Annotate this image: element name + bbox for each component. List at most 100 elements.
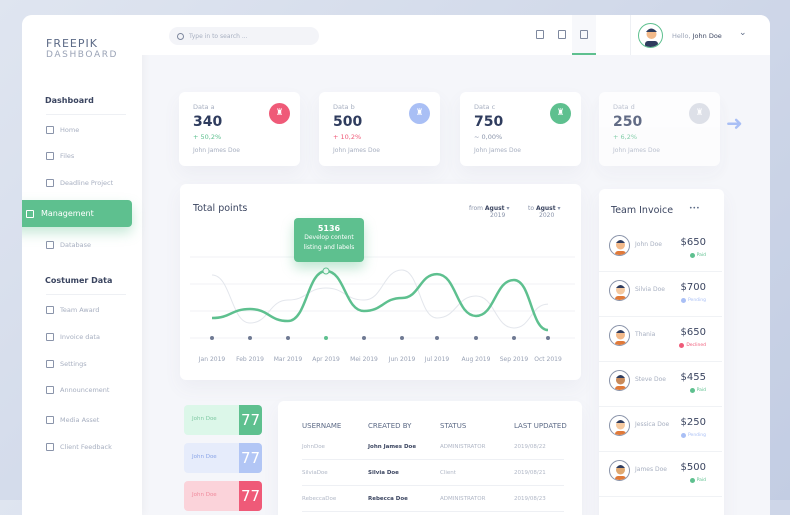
sidebar-item-files[interactable]: Files — [46, 152, 74, 160]
chevron-down-icon[interactable]: ⌄ — [739, 28, 747, 38]
sidebar-item-team-award[interactable]: Team Award — [46, 306, 99, 314]
section-customer-data: Costumer Data — [45, 276, 113, 285]
x-axis-dot[interactable] — [362, 336, 366, 340]
invoice-row[interactable]: Jessica Doe $250 Pending — [599, 407, 722, 452]
status-dot-icon — [681, 433, 686, 438]
invoice-name: Silvia Doe — [635, 286, 665, 293]
arrow-right-icon[interactable]: ➜ — [726, 111, 743, 135]
search-input[interactable]: Type in to search ... — [169, 27, 319, 45]
invoice-amount: $650 — [680, 327, 706, 338]
sidebar-item-home[interactable]: Home — [46, 126, 79, 134]
stat-owner: John James Doe — [474, 147, 521, 154]
sidebar-item-announcement[interactable]: Announcement — [46, 386, 109, 394]
invoice-row[interactable]: John Doe $650 Paid — [599, 227, 722, 272]
x-tick-label: Oct 2019 — [534, 356, 562, 363]
series-line-primary — [211, 269, 549, 332]
sidebar-item-management[interactable]: Management — [22, 200, 132, 227]
invoice-row[interactable]: Silvia Doe $700 Pending — [599, 272, 722, 317]
sidebar-item-media-asset[interactable]: Media Asset — [46, 416, 99, 424]
sliders-icon — [46, 360, 54, 368]
x-tick-label: Apr 2019 — [312, 356, 340, 363]
highlight-point[interactable] — [322, 267, 330, 275]
table-cell: Silvia Doe — [368, 470, 399, 476]
sidebar-item-label: Invoice data — [60, 333, 100, 341]
column-header[interactable]: USERNAME — [302, 422, 342, 430]
invoice-status: Paid — [689, 253, 706, 258]
column-header[interactable]: LAST UPDATED — [514, 422, 567, 430]
sidebar-item-deadline-project[interactable]: Deadline Project — [46, 179, 113, 187]
trophy-icon: ♜ — [269, 103, 290, 124]
chat-icon — [46, 443, 54, 451]
sidebar-item-label: Files — [60, 152, 75, 160]
invoice-row[interactable]: Thania $650 Declined — [599, 317, 722, 362]
x-axis-dot[interactable] — [512, 336, 516, 340]
table-cell: 2019/08/22 — [514, 444, 546, 450]
status-dot-icon — [679, 343, 685, 348]
calendar-icon — [46, 179, 54, 187]
x-axis-dot[interactable] — [435, 336, 439, 340]
database-icon — [46, 241, 54, 249]
x-axis-dot[interactable] — [324, 336, 328, 340]
sidebar-item-label: Media Asset — [60, 416, 100, 424]
invoice-title: Team Invoice — [611, 205, 674, 216]
score-name: John Doe — [192, 492, 217, 498]
sidebar-item-settings[interactable]: Settings — [46, 360, 87, 368]
x-axis-dot[interactable] — [546, 336, 550, 340]
sidebar-item-label: Team Award — [60, 306, 100, 314]
invoice-name: Thania — [635, 331, 656, 338]
avatar — [609, 370, 630, 391]
bank-tab-icon[interactable] — [580, 30, 588, 39]
files-icon — [46, 152, 54, 160]
stat-label: Data a — [193, 103, 215, 111]
stat-card[interactable]: Data c 750 ~ 0,00% John James Doe ♜ — [460, 92, 581, 166]
score-value: 77 — [239, 481, 262, 511]
score-value: 77 — [239, 443, 262, 473]
table-cell: ADMINISTRATOR — [440, 496, 486, 502]
invoice-amount: $455 — [680, 372, 706, 383]
divider — [46, 114, 126, 115]
stat-value: 250 — [613, 114, 643, 130]
sidebar-item-database[interactable]: Database — [46, 241, 91, 249]
series-line-secondary — [211, 269, 549, 329]
x-axis-dot[interactable] — [286, 336, 290, 340]
x-axis-dot[interactable] — [400, 336, 404, 340]
from-range[interactable]: from Agust ▾ 2019 — [469, 205, 510, 219]
sidebar-item-client-feedback[interactable]: Client Feedback — [46, 443, 112, 451]
score-card[interactable]: John Doe 77 — [184, 481, 262, 511]
to-range[interactable]: to Agust ▾ 2020 — [528, 205, 561, 219]
more-icon[interactable]: ••• — [689, 205, 700, 212]
media-icon — [46, 416, 54, 424]
stat-card[interactable]: Data a 340 + 50,2% John James Doe ♜ — [179, 92, 300, 166]
search-placeholder: Type in to search ... — [189, 32, 248, 40]
sidebar-item-label: Announcement — [60, 386, 110, 394]
table-cell: 2019/08/23 — [514, 496, 546, 502]
invoice-row[interactable]: Steve Doe $455 Paid — [599, 362, 722, 407]
files-tab-icon[interactable] — [536, 30, 544, 39]
invoice-icon — [46, 333, 54, 341]
invoice-name: Steve Doe — [635, 376, 666, 383]
team-invoice-card: Team Invoice ••• John Doe $650 Paid Silv… — [599, 189, 724, 515]
score-card[interactable]: John Doe 77 — [184, 443, 262, 473]
stat-card[interactable]: Data d 250 + 6,2% John James Doe ♜ — [599, 92, 720, 166]
score-card[interactable]: John Doe 77 — [184, 405, 262, 435]
x-tick-label: Sep 2019 — [499, 356, 529, 363]
invoice-name: John Doe — [635, 241, 662, 248]
topbar: Type in to search ... Hello, John Doe ⌄ — [142, 15, 770, 55]
invoice-status: Pending — [681, 433, 706, 438]
user-avatar[interactable] — [638, 23, 663, 48]
invoice-row[interactable]: James Doe $500 Paid — [599, 452, 722, 497]
column-header[interactable]: STATUS — [440, 422, 467, 430]
sidebar-item-invoice-data[interactable]: Invoice data — [46, 333, 100, 341]
x-tick-label: Jul 2019 — [424, 356, 450, 363]
column-header[interactable]: CREATED BY — [368, 422, 412, 430]
table-cell: 2019/08/21 — [514, 470, 546, 476]
table-cell: JohnDoe — [302, 444, 325, 450]
trophy-icon: ♜ — [689, 103, 710, 124]
status-dot-icon — [689, 388, 695, 393]
x-axis-dot[interactable] — [210, 336, 214, 340]
x-axis-dot[interactable] — [248, 336, 252, 340]
stat-card[interactable]: Data b 500 + 10,2% John James Doe ♜ — [319, 92, 440, 166]
x-axis-dot[interactable] — [474, 336, 478, 340]
stat-label: Data d — [613, 103, 635, 111]
calendar-tab-icon[interactable] — [558, 30, 566, 39]
